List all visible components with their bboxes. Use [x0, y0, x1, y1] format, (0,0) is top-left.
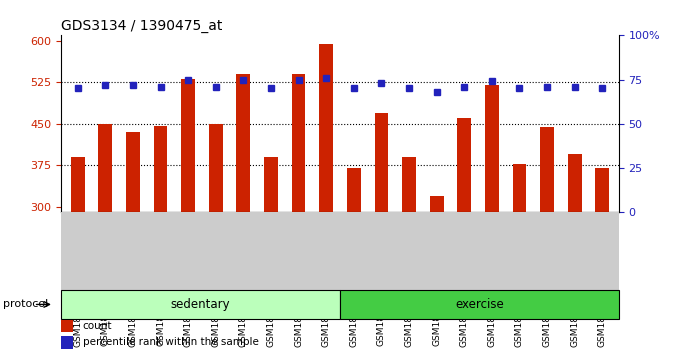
Bar	[375, 113, 388, 212]
Bar	[99, 124, 112, 212]
Bar	[595, 168, 609, 212]
Bar	[458, 118, 471, 212]
Bar	[71, 157, 85, 212]
Text: sedentary: sedentary	[171, 298, 231, 311]
Bar	[126, 132, 140, 212]
Bar	[485, 85, 498, 212]
Bar	[430, 196, 443, 212]
Bar	[61, 290, 340, 319]
Bar	[347, 168, 360, 212]
Text: GDS3134 / 1390475_at: GDS3134 / 1390475_at	[61, 19, 222, 33]
Bar	[513, 164, 526, 212]
Bar	[264, 157, 278, 212]
Bar	[61, 336, 73, 349]
Text: count: count	[82, 321, 112, 331]
Text: percentile rank within the sample: percentile rank within the sample	[82, 337, 258, 348]
Bar	[154, 126, 167, 212]
Bar	[540, 127, 554, 212]
Bar	[568, 154, 581, 212]
Bar	[182, 79, 195, 212]
Bar	[320, 44, 333, 212]
Bar	[402, 157, 416, 212]
Bar	[292, 74, 305, 212]
Text: protocol: protocol	[3, 299, 49, 309]
Text: exercise: exercise	[455, 298, 504, 311]
Bar	[237, 74, 250, 212]
Bar	[209, 124, 222, 212]
Bar	[61, 320, 73, 332]
Bar	[340, 290, 619, 319]
